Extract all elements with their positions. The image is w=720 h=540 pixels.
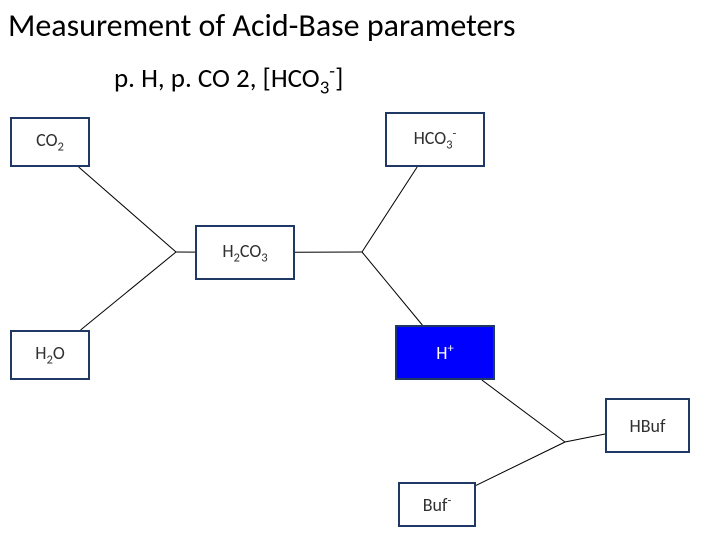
edge bbox=[362, 167, 417, 252]
node-h2o: H2O bbox=[10, 330, 90, 380]
node-hplus: H+ bbox=[395, 325, 495, 380]
edge bbox=[81, 252, 176, 330]
node-co2: CO2 bbox=[10, 117, 90, 167]
node-hco3: HCO3- bbox=[385, 112, 485, 167]
node-hbuf: HBuf bbox=[605, 398, 690, 453]
edge bbox=[362, 252, 422, 325]
edge bbox=[476, 442, 565, 485]
node-h2co3: H2CO3 bbox=[195, 225, 295, 280]
edge bbox=[482, 380, 565, 442]
edge bbox=[565, 434, 605, 442]
page-title: Measurement of Acid-Base parameters bbox=[8, 6, 516, 45]
subtitle: p. H, p. CO 2, [HCO3-] bbox=[114, 60, 343, 99]
edge-layer bbox=[0, 0, 720, 540]
edge bbox=[79, 167, 176, 252]
node-buf: Buf- bbox=[398, 482, 476, 527]
